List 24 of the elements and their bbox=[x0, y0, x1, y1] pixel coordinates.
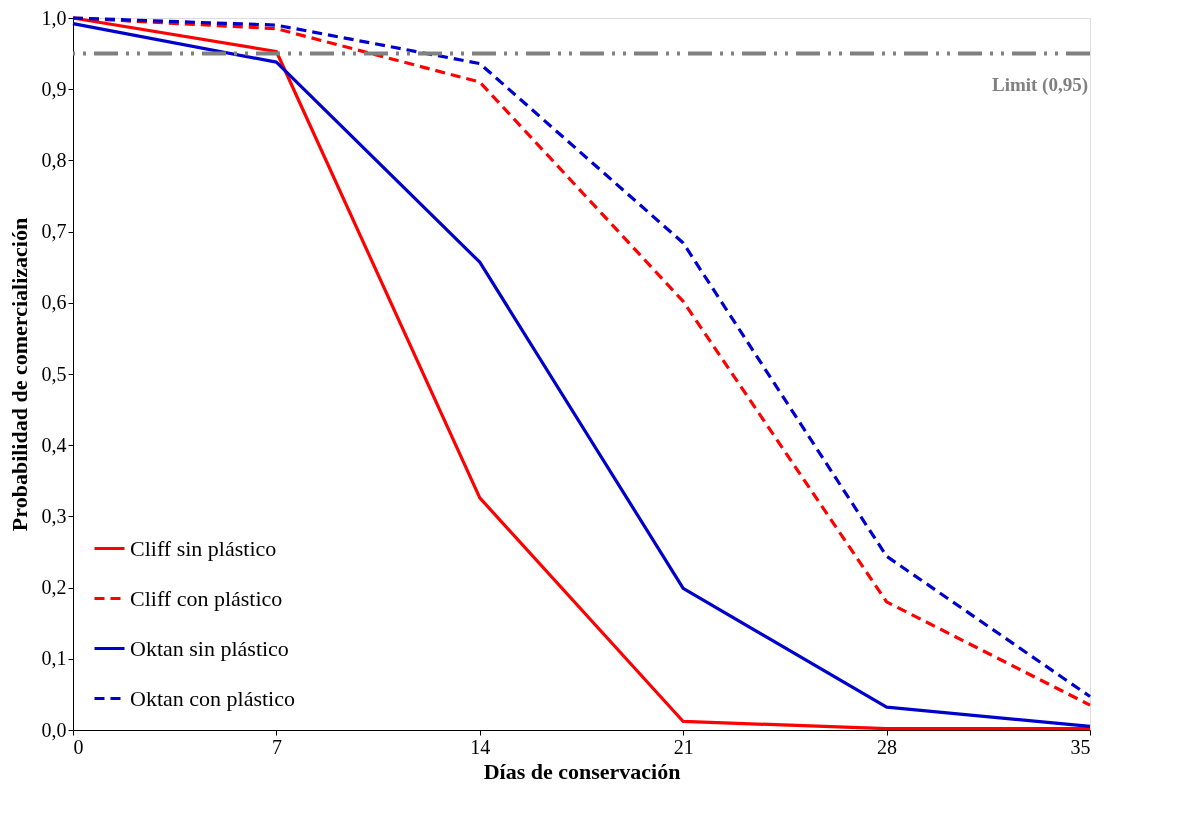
y-tick-label: 0,6 bbox=[41, 291, 67, 314]
y-tick-label: 0,4 bbox=[41, 433, 67, 456]
y-tick-label: 0,7 bbox=[41, 220, 67, 243]
x-tick-label: 14 bbox=[470, 735, 491, 758]
ref-line-label: Limit (0,95) bbox=[991, 73, 1088, 96]
x-tick-label: 28 bbox=[877, 735, 898, 758]
legend-label: Cliff sin plástico bbox=[130, 535, 277, 561]
legend-label: Oktan con plástico bbox=[130, 685, 295, 711]
x-axis-title: Días de conservación bbox=[483, 758, 681, 784]
y-tick-label: 0,8 bbox=[41, 148, 67, 171]
y-tick-label: 0,9 bbox=[41, 77, 67, 100]
y-tick-label: 0,5 bbox=[41, 362, 67, 385]
y-tick-label: 1,0 bbox=[41, 6, 67, 29]
y-axis-title: Probabilidad de comercialización bbox=[6, 217, 32, 532]
y-tick-label: 0,1 bbox=[41, 647, 67, 670]
legend-label: Oktan sin plástico bbox=[130, 635, 289, 661]
x-tick-label: 35 bbox=[1070, 735, 1091, 758]
legend-label: Cliff con plástico bbox=[130, 585, 283, 611]
x-tick-label: 0 bbox=[73, 735, 84, 758]
y-tick-label: 0,0 bbox=[41, 718, 67, 741]
x-tick-label: 7 bbox=[271, 735, 282, 758]
y-tick-label: 0,2 bbox=[41, 576, 67, 599]
y-tick-label: 0,3 bbox=[41, 504, 67, 527]
x-tick-label: 21 bbox=[673, 735, 694, 758]
